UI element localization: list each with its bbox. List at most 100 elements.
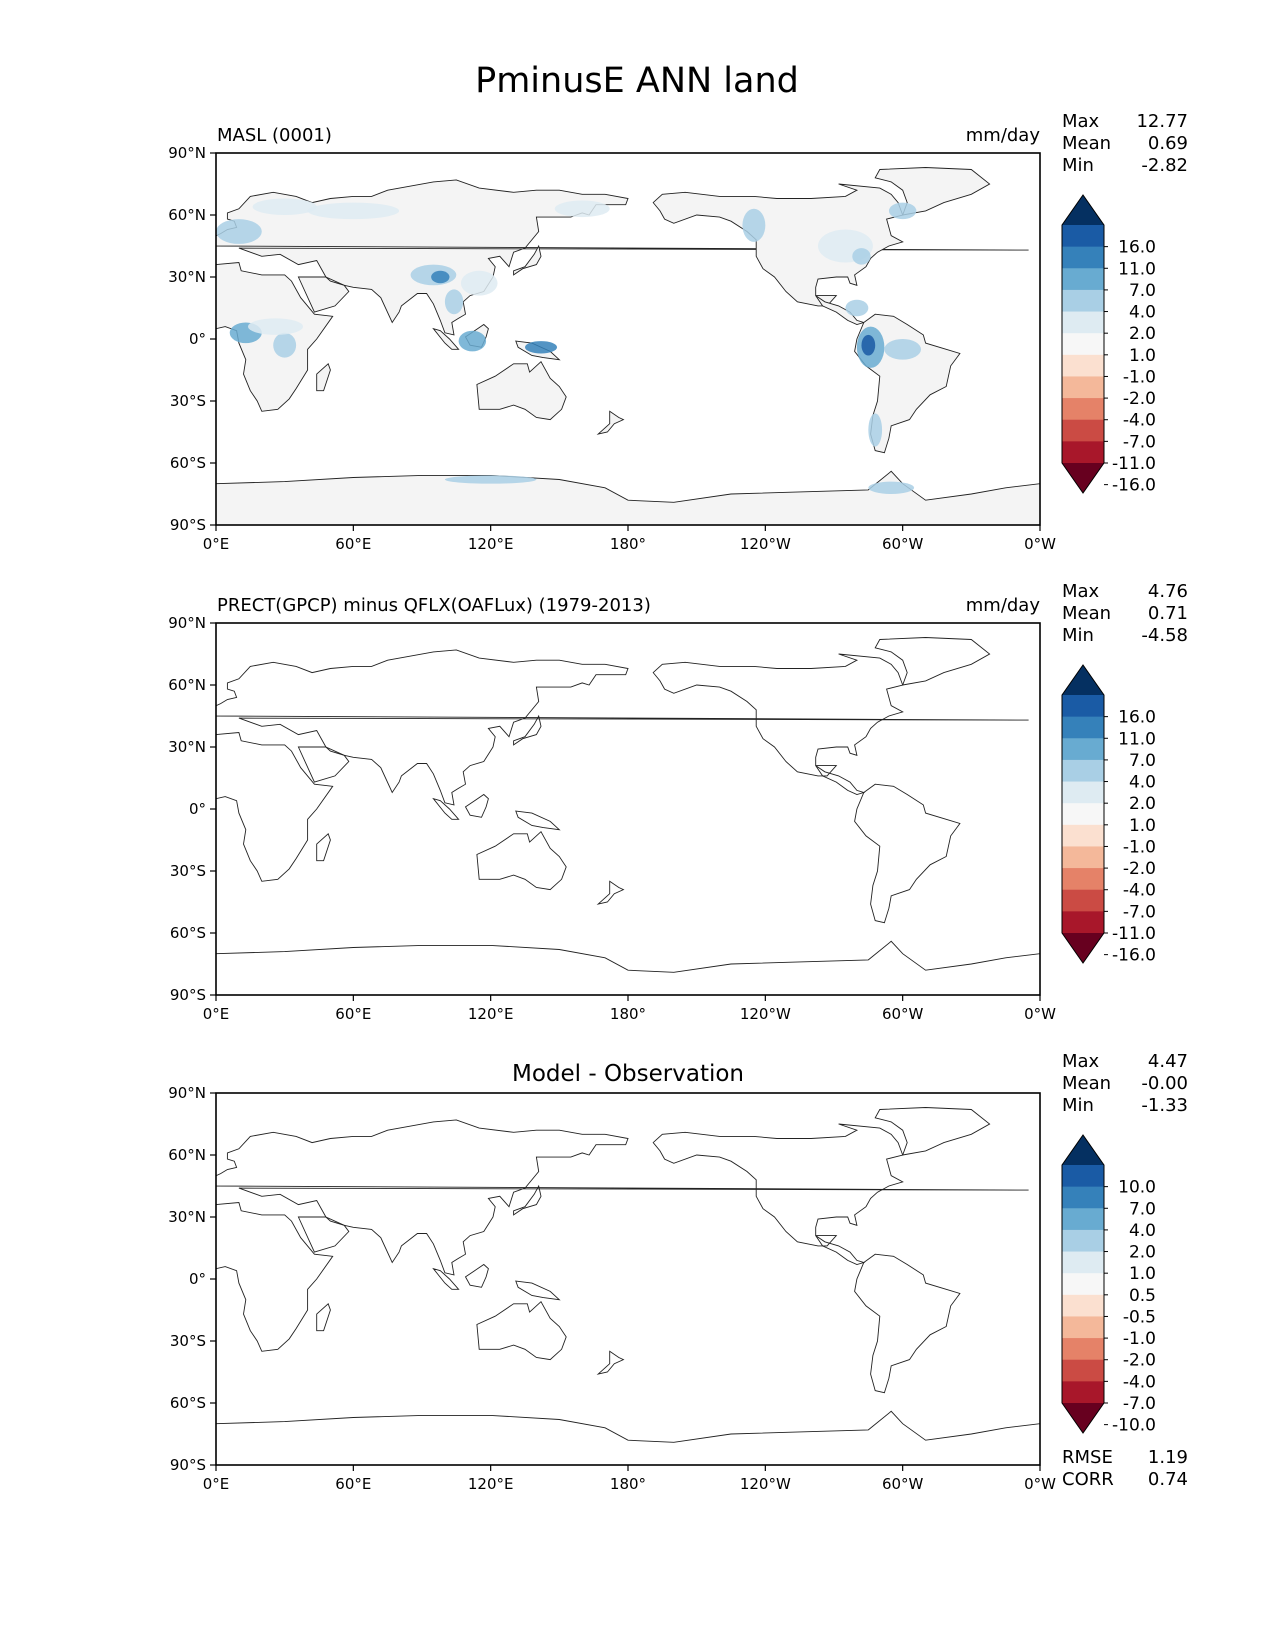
- coastline-6: [464, 1263, 489, 1288]
- colorbar-tick-label: 16.0: [1118, 708, 1156, 728]
- colorbar-tick-label: 0.5: [1129, 1286, 1156, 1306]
- x-tick-label: 60°E: [335, 1475, 371, 1493]
- stat-label-min: Min: [1062, 625, 1094, 646]
- coastline-7: [432, 327, 460, 350]
- colorbar: 16.011.07.04.02.01.0-1.0-2.0-4.0-7.0-11.…: [1061, 664, 1156, 966]
- colorbar-extend-min: [1062, 463, 1104, 493]
- x-tick-label: 180°: [610, 1005, 646, 1023]
- colorbar-tick-label: 4.0: [1129, 303, 1156, 323]
- wet-region-21: [307, 202, 400, 220]
- stat-label-max: Max: [1062, 581, 1100, 602]
- coastline-2: [216, 262, 334, 412]
- y-tick-label: 30°N: [168, 1208, 206, 1226]
- colorbar-segment: [1062, 246, 1104, 269]
- wet-region-22: [554, 200, 610, 218]
- wet-region-11: [248, 318, 303, 335]
- y-tick-label: 60°S: [170, 1394, 206, 1412]
- colorbar-tick-label: -2.0: [1123, 859, 1156, 879]
- y-tick-label: 30°S: [170, 862, 206, 880]
- y-tick-label: 90°N: [168, 1084, 206, 1102]
- stat-value-mean: 0.69: [1148, 133, 1188, 154]
- x-tick-label: 120°W: [740, 535, 791, 553]
- coastline-10: [596, 410, 625, 435]
- coastline-7: [432, 1267, 460, 1290]
- map-background: [216, 1093, 1040, 1465]
- colorbar-segment: [1062, 759, 1104, 783]
- colorbar-tick-label: 11.0: [1118, 729, 1156, 749]
- coastline-8: [513, 714, 542, 746]
- wet-region-8: [444, 289, 464, 315]
- y-tick-label: 0°: [189, 800, 206, 818]
- wet-region-5: [460, 270, 498, 296]
- wet-region-2: [252, 198, 317, 215]
- x-tick-label: 60°E: [335, 535, 371, 553]
- colorbar-tick-label: -7.0: [1123, 902, 1156, 922]
- panel-2: 0°E 60°E 120°E 180° 120°W 60°W 0°W 90°N 60°N 30°N…: [168, 581, 1188, 1023]
- wet-region-16: [742, 208, 766, 242]
- colorbar-tick-label: -2.0: [1123, 389, 1156, 409]
- colorbar-segment: [1062, 1165, 1104, 1188]
- coastline-4: [476, 360, 567, 421]
- colorbar-segment: [1062, 1208, 1104, 1231]
- colorbar-tick-label: -1.0: [1123, 367, 1156, 387]
- footer-stat-value-corr: 0.74: [1148, 1469, 1188, 1490]
- colorbar-tick-label: 4.0: [1129, 1221, 1156, 1241]
- stat-value-mean: -0.00: [1141, 1073, 1188, 1094]
- x-tick-label: 0°E: [203, 535, 230, 553]
- x-tick-label: 60°E: [335, 1005, 371, 1023]
- colorbar-tick-label: -4.0: [1123, 1372, 1156, 1392]
- colorbar-segment: [1062, 311, 1104, 334]
- coastline-13: [874, 167, 991, 216]
- wet-region-10: [273, 332, 297, 358]
- colorbar-tick-label: 7.0: [1129, 751, 1156, 771]
- colorbar-segment: [1062, 225, 1104, 248]
- y-tick-label: 90°S: [170, 986, 206, 1004]
- y-tick-label: 90°S: [170, 516, 206, 534]
- colorbar-segment: [1062, 1186, 1104, 1209]
- units-label: mm/day: [966, 595, 1041, 616]
- colorbar-tick-label: 16.0: [1118, 238, 1156, 258]
- colorbar-extend-min: [1062, 933, 1104, 963]
- coastline-2: [216, 1202, 334, 1352]
- colorbar-segment: [1062, 1229, 1104, 1253]
- x-tick-label: 120°W: [740, 1475, 791, 1493]
- wet-region-23: [444, 475, 537, 484]
- x-tick-label: 0°W: [1024, 535, 1056, 553]
- stat-label-max: Max: [1062, 111, 1100, 132]
- panel-title: PRECT(GPCP) minus QFLX(OAFLux) (1979-201…: [217, 595, 651, 616]
- wet-region-14: [884, 339, 921, 360]
- colorbar-segment: [1062, 398, 1104, 421]
- wet-region-20: [888, 202, 917, 220]
- x-tick-label: 0°E: [203, 1005, 230, 1023]
- panel-title: Model - Observation: [512, 1061, 744, 1087]
- stat-value-min: -4.58: [1141, 625, 1188, 646]
- x-tick-label: 120°E: [468, 1475, 514, 1493]
- y-tick-label: 30°N: [168, 738, 206, 756]
- stat-value-min: -2.82: [1141, 155, 1188, 176]
- colorbar-segment: [1062, 419, 1104, 442]
- colorbar: 16.011.07.04.02.01.0-1.0-2.0-4.0-7.0-11.…: [1061, 194, 1156, 496]
- x-tick-label: 60°W: [882, 535, 924, 553]
- colorbar-segment: [1062, 1359, 1104, 1382]
- coastline-1: [216, 649, 1029, 806]
- wet-region-15: [868, 413, 883, 447]
- units-label: mm/day: [966, 125, 1041, 146]
- colorbar-tick-label: 2.0: [1129, 324, 1156, 344]
- coastline-4: [476, 1300, 567, 1361]
- colorbar-segment: [1062, 781, 1104, 804]
- x-tick-label: 0°W: [1024, 1005, 1056, 1023]
- y-tick-label: 60°N: [168, 1146, 206, 1164]
- y-tick-label: 90°N: [168, 614, 206, 632]
- colorbar-tick-label: 2.0: [1129, 794, 1156, 814]
- y-tick-label: 90°S: [170, 1456, 206, 1474]
- x-tick-label: 120°E: [468, 1005, 514, 1023]
- colorbar-tick-label: -11.0: [1112, 454, 1156, 474]
- colorbar-segment: [1062, 1251, 1104, 1274]
- colorbar-tick-label: -0.5: [1123, 1307, 1156, 1327]
- colorbar: 10.07.04.02.01.00.5-0.5-1.0-2.0-4.0-7.0-…: [1061, 1134, 1156, 1436]
- coastline-10: [596, 880, 625, 905]
- colorbar-tick-label: 1.0: [1129, 816, 1156, 836]
- stat-value-max: 4.76: [1148, 581, 1188, 602]
- wet-region-19: [845, 299, 869, 317]
